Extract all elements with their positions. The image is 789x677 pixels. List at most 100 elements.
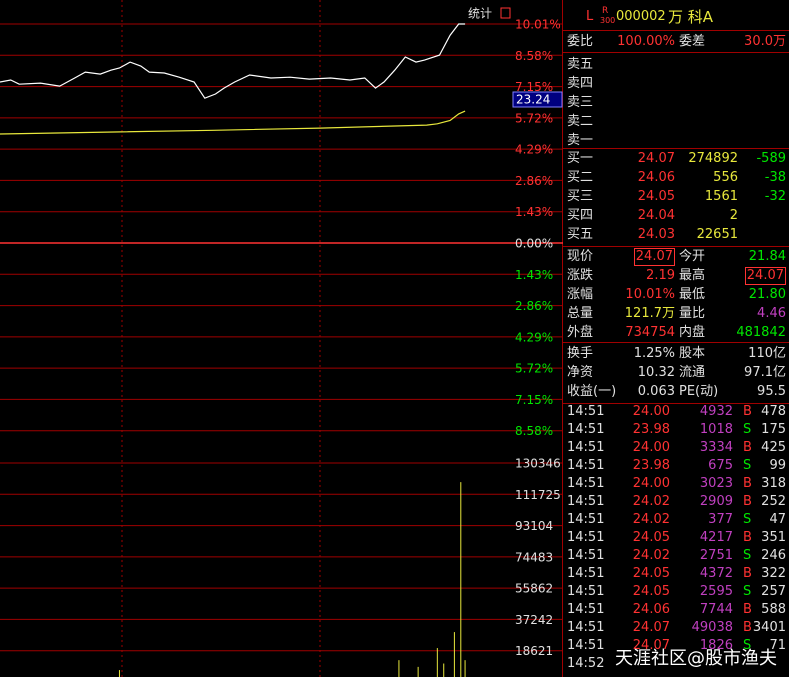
trade-cell: 252	[761, 494, 786, 509]
bid-price: 24.05	[637, 189, 675, 204]
trade-cell: 14:51	[567, 440, 605, 455]
y-tick-label: 8.58%	[515, 49, 553, 63]
trade-cell: 318	[761, 476, 786, 491]
bid-volume: 274892	[688, 151, 738, 166]
separator	[563, 52, 789, 53]
trade-cell: 3401	[752, 620, 786, 635]
label: 内盘	[679, 325, 706, 340]
bid-volume: 556	[713, 170, 738, 185]
trade-cell: 14:51	[567, 584, 605, 599]
trade-cell: 14:51	[567, 512, 605, 527]
label: 总量	[567, 306, 594, 321]
label: PE(动)	[679, 384, 719, 399]
label: 涨幅	[567, 287, 594, 302]
trade-cell: 14:51	[567, 566, 605, 581]
stats-button-label[interactable]: 统计	[468, 7, 492, 21]
value: 10.01%	[625, 287, 675, 302]
trade-cell: 24.06	[632, 602, 670, 617]
trade-cell: 14:51	[567, 476, 605, 491]
trade-cell: 14:51	[567, 602, 605, 617]
ask-label: 卖三	[567, 95, 594, 110]
bid-volume: 22651	[696, 227, 738, 242]
label: 涨跌	[567, 268, 594, 283]
avg-line	[0, 110, 466, 135]
trade-cell: 377	[708, 512, 733, 527]
y-tick-label: 4.29%	[515, 143, 553, 157]
y-tick-label: 37242	[515, 613, 553, 627]
value: 24.07	[744, 267, 786, 285]
trade-cell: S	[743, 458, 752, 473]
trade-cell: 24.07	[632, 638, 670, 653]
ask-label: 卖四	[567, 76, 594, 91]
trade-cell: 14:51	[567, 548, 605, 563]
bid-volume: 2	[729, 208, 738, 223]
y-tick-label: 1.43%	[515, 268, 553, 282]
trade-cell: 24.02	[632, 494, 670, 509]
trade-cell: 425	[761, 440, 786, 455]
trade-cell: 2751	[699, 548, 733, 563]
value: 481842	[736, 325, 786, 340]
y-tick-label: 7.15%	[515, 393, 553, 407]
trade-cell: 24.02	[632, 548, 670, 563]
badge: L	[586, 9, 594, 24]
trade-cell: 49038	[691, 620, 733, 635]
value: 21.80	[748, 287, 786, 302]
value: 24.07	[633, 248, 675, 266]
trade-cell: B	[743, 440, 752, 455]
label: 委差	[679, 34, 706, 49]
trade-cell: 24.05	[632, 530, 670, 545]
label: 净资	[567, 365, 594, 380]
watermark: 天涯社区@股市渔夫	[615, 648, 777, 669]
bid-price: 24.04	[637, 208, 675, 223]
y-tick-label: 111725	[515, 488, 561, 502]
trade-cell: 24.00	[632, 476, 670, 491]
trade-cell: 24.07	[632, 620, 670, 635]
ask-label: 卖一	[567, 133, 594, 148]
trade-cell: B	[743, 476, 752, 491]
label: 流通	[679, 365, 706, 380]
trade-cell: 14:51	[567, 620, 605, 635]
value: 0.063	[637, 384, 675, 399]
value: 121.7万	[624, 306, 675, 321]
trade-cell: 14:51	[567, 530, 605, 545]
trade-cell: B	[743, 530, 752, 545]
value: 110亿	[748, 346, 786, 361]
bid-price: 24.07	[637, 151, 675, 166]
y-tick-label: 5.72%	[515, 111, 553, 125]
label: 今开	[679, 249, 706, 264]
value: 4.46	[757, 306, 786, 321]
stats-button[interactable]	[466, 6, 496, 22]
value: 95.5	[757, 384, 786, 399]
bid-change: -32	[764, 189, 786, 204]
bid-label: 买二	[567, 170, 594, 185]
value: 21.84	[748, 249, 786, 264]
y-tick-label: 1.43%	[515, 205, 553, 219]
icon[interactable]	[500, 7, 511, 19]
separator	[563, 30, 789, 31]
trade-cell: 4932	[699, 404, 733, 419]
bid-volume: 1561	[704, 189, 738, 204]
trade-cell: 2595	[699, 584, 733, 599]
trade-cell: 24.00	[632, 440, 670, 455]
value: 1.25%	[633, 346, 675, 361]
y-tick-label: 2.86%	[515, 299, 553, 313]
trade-cell: 4217	[699, 530, 733, 545]
value: 100.00%	[617, 34, 675, 49]
badge: 300	[600, 16, 616, 25]
trade-cell: 351	[761, 530, 786, 545]
y-tick-label: 18621	[515, 644, 553, 658]
ask-label: 卖五	[567, 57, 594, 72]
label: 最高	[679, 268, 706, 283]
value: 30.0万	[744, 34, 786, 49]
trade-cell: S	[743, 512, 752, 527]
y-tick-label: 93104	[515, 519, 553, 533]
trade-cell: 7744	[699, 602, 733, 617]
trade-cell: 3334	[699, 440, 733, 455]
label: 委比	[567, 34, 594, 49]
trade-cell: 14:51	[567, 422, 605, 437]
trade-cell: 4372	[699, 566, 733, 581]
value: 734754	[625, 325, 675, 340]
trade-cell: 24.02	[632, 512, 670, 527]
trade-cell: S	[743, 584, 752, 599]
bid-change: -589	[756, 151, 786, 166]
